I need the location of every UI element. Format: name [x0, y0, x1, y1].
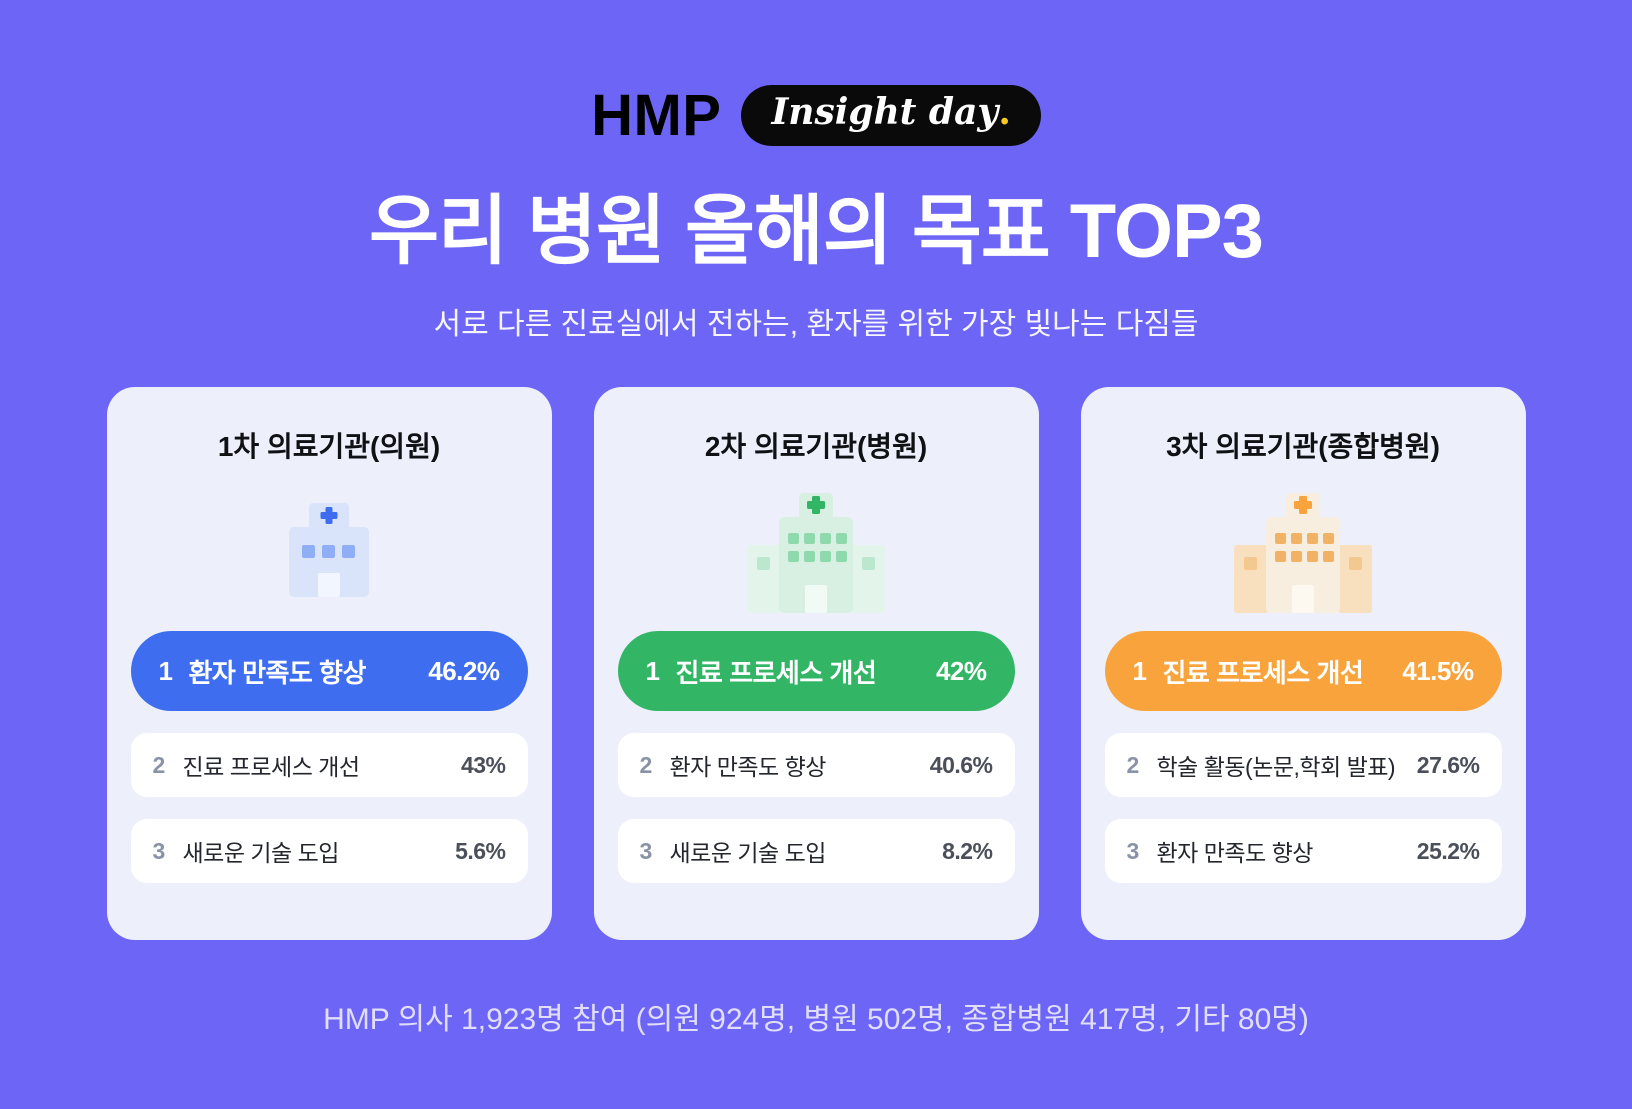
- rank-number: 3: [1126, 837, 1140, 864]
- clinic-building-icon: [279, 465, 379, 623]
- card-title: 1차 의료기관(의원): [217, 431, 441, 462]
- insight-day-badge: Insight day.: [741, 84, 1041, 147]
- rank-label: 환자 만족도 향상: [1156, 840, 1314, 866]
- rank-1-pill: 1 진료 프로세스 개선 42%: [617, 631, 1015, 711]
- rank-number: 3: [152, 837, 166, 864]
- rank-3-row: 3 새로운 기술 도입 5.6%: [130, 819, 528, 883]
- rank-label: 진료 프로세스 개선: [1162, 657, 1364, 688]
- rank-1-pill: 1 환자 만족도 향상 46.2%: [130, 631, 528, 711]
- rank-2-row: 2 환자 만족도 향상 40.6%: [617, 733, 1015, 797]
- card-primary-clinic: 1차 의료기관(의원) 1 환자 만족도 향상 46.2% 2 진료 프로세스 …: [106, 387, 552, 940]
- rank-label: 새로운 기술 도입: [669, 840, 827, 866]
- cards-container: 1차 의료기관(의원) 1 환자 만족도 향상 46.2% 2 진료 프로세스 …: [106, 387, 1526, 940]
- page-title: 우리 병원 올해의 목표 TOP3: [369, 189, 1264, 274]
- rank-value: 25.2%: [1416, 837, 1480, 864]
- rank-number: 3: [639, 837, 653, 864]
- rank-number: 1: [645, 655, 660, 686]
- card-secondary-hospital: 2차 의료기관(병원): [593, 387, 1039, 940]
- rank-label: 새로운 기술 도입: [182, 840, 340, 866]
- rank-label: 학술 활동(논문,학회 발표): [1156, 754, 1396, 780]
- hospital-building-icon: [741, 465, 891, 623]
- page-subtitle: 서로 다른 진료실에서 전하는, 환자를 위한 가장 빛나는 다짐들: [433, 308, 1199, 341]
- badge-dot: .: [998, 90, 1011, 133]
- rank-2-row: 2 진료 프로세스 개선 43%: [130, 733, 528, 797]
- rank-label: 환자 만족도 향상: [669, 754, 827, 780]
- card-title: 2차 의료기관(병원): [704, 431, 928, 462]
- rank-3-row: 3 환자 만족도 향상 25.2%: [1104, 819, 1502, 883]
- rank-value: 40.6%: [929, 751, 993, 778]
- rank-value: 27.6%: [1416, 751, 1480, 778]
- rank-number: 2: [639, 751, 653, 778]
- rank-label: 진료 프로세스 개선: [675, 657, 877, 688]
- rank-value: 46.2%: [428, 655, 500, 686]
- card-tertiary-hospital: 3차 의료기관(종합병원): [1080, 387, 1526, 940]
- rank-value: 43%: [460, 751, 506, 778]
- rank-value: 5.6%: [455, 837, 506, 864]
- badge-text: Insight day: [771, 90, 999, 133]
- rank-label: 환자 만족도 향상: [188, 657, 367, 688]
- hmp-logo: HMP: [591, 83, 722, 148]
- rank-number: 1: [158, 655, 173, 686]
- rank-value: 41.5%: [1402, 655, 1474, 686]
- rank-value: 8.2%: [942, 837, 993, 864]
- header: HMP Insight day.: [591, 82, 1041, 149]
- rank-value: 42%: [935, 655, 987, 686]
- rank-label: 진료 프로세스 개선: [182, 754, 361, 780]
- rank-3-row: 3 새로운 기술 도입 8.2%: [617, 819, 1015, 883]
- rank-number: 1: [1132, 655, 1147, 686]
- general-hospital-building-icon: [1228, 465, 1378, 623]
- rank-2-row: 2 학술 활동(논문,학회 발표) 27.6%: [1104, 733, 1502, 797]
- rank-number: 2: [152, 751, 166, 778]
- rank-1-pill: 1 진료 프로세스 개선 41.5%: [1104, 631, 1502, 711]
- rank-number: 2: [1126, 751, 1140, 778]
- card-title: 3차 의료기관(종합병원): [1166, 431, 1440, 462]
- participation-note: HMP 의사 1,923명 참여 (의원 924명, 병원 502명, 종합병원…: [323, 1003, 1309, 1036]
